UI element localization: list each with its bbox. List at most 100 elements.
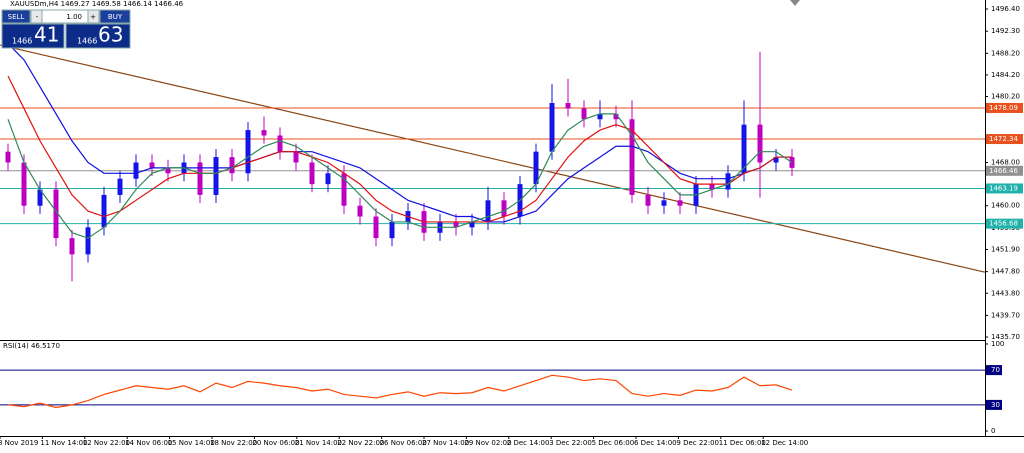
bid-box[interactable] bbox=[1, 23, 65, 49]
x-tick-label: 3 Dec 22:00 bbox=[549, 439, 592, 447]
y-tick-label: 100 bbox=[991, 340, 1004, 348]
ask-small: 63 bbox=[98, 23, 123, 47]
candle-body bbox=[581, 108, 587, 120]
lot-increase[interactable] bbox=[87, 9, 100, 24]
x-tick-label: 8 Nov 2019 bbox=[0, 439, 38, 447]
candle-body bbox=[613, 113, 619, 120]
price-level-label: 1478.09 bbox=[989, 104, 1018, 112]
candle-body bbox=[309, 162, 315, 185]
sell-button[interactable] bbox=[1, 9, 31, 24]
candle-body bbox=[261, 130, 267, 136]
rsi-level-box bbox=[986, 399, 1002, 410]
lot-plus-icon: + bbox=[90, 13, 96, 21]
candle-body bbox=[325, 173, 331, 185]
candle-body bbox=[197, 162, 203, 195]
candle-body bbox=[245, 130, 251, 174]
candle-body bbox=[341, 173, 347, 206]
x-tick-label: 11 Nov 14:00 bbox=[40, 439, 87, 447]
price-level-box bbox=[986, 134, 1023, 145]
moving-average bbox=[7, 75, 792, 223]
x-tick-label: 12 Nov 22:00 bbox=[83, 439, 130, 447]
trend-line bbox=[0, 44, 986, 273]
y-tick-label: 1492.30 bbox=[991, 27, 1020, 35]
y-tick-label: 1443.80 bbox=[991, 289, 1020, 297]
candle-body bbox=[677, 200, 683, 206]
x-tick-label: 27 Nov 14:00 bbox=[422, 439, 469, 447]
x-tick-label: 21 Nov 14:00 bbox=[295, 439, 342, 447]
candle-body bbox=[101, 194, 107, 228]
price-level-box bbox=[986, 165, 1023, 176]
ask-big: 1466 bbox=[77, 37, 97, 46]
x-tick-label: 9 Dec 22:00 bbox=[676, 439, 719, 447]
candle-body bbox=[453, 221, 459, 228]
bid-small: 41 bbox=[34, 23, 59, 47]
x-tick-label: 11 Dec 06:00 bbox=[719, 439, 766, 447]
y-tick-label: 1451.90 bbox=[991, 245, 1020, 253]
price-level-box bbox=[986, 218, 1023, 229]
candle-body bbox=[37, 189, 43, 206]
candle-body bbox=[661, 200, 667, 206]
price-level-label: 1463.19 bbox=[989, 184, 1018, 192]
price-level-box bbox=[986, 183, 1023, 194]
y-tick-label: 1480.20 bbox=[991, 93, 1020, 101]
y-tick-label: 1496.40 bbox=[991, 5, 1020, 13]
y-tick-label: 0 bbox=[991, 427, 995, 435]
x-tick-label: 29 Nov 02:00 bbox=[464, 439, 511, 447]
candle-body bbox=[69, 238, 75, 255]
buy-button[interactable] bbox=[99, 9, 131, 24]
candle-body bbox=[117, 178, 123, 195]
sell-label[interactable]: SELL bbox=[8, 13, 25, 21]
trade-panel: SELL - + 1.00 BUY 1466 41 1466 63 bbox=[1, 9, 131, 49]
candle-body bbox=[133, 162, 139, 179]
symbol-header: XAUUSDm,H4 1469.27 1469.58 1466.14 1466.… bbox=[10, 0, 184, 8]
y-tick-label: 1460.00 bbox=[991, 202, 1020, 210]
candle-body bbox=[469, 221, 475, 228]
y-tick-label: 1439.70 bbox=[991, 311, 1020, 319]
price-level-box bbox=[986, 102, 1023, 113]
x-tick-label: 5 Dec 06:00 bbox=[592, 439, 635, 447]
candle-body bbox=[293, 151, 299, 163]
candle-body bbox=[485, 200, 491, 222]
y-tick-label: 1488.20 bbox=[991, 49, 1020, 57]
lot-minus-icon: - bbox=[36, 13, 39, 21]
bid-big: 1466 bbox=[12, 37, 32, 46]
price-level-label: 1456.68 bbox=[989, 220, 1018, 228]
rsi-line bbox=[7, 374, 793, 409]
y-tick-label: 1435.70 bbox=[991, 333, 1020, 341]
candle-body bbox=[549, 103, 555, 152]
rsi-title: RSI(14) 46.5170 bbox=[3, 342, 60, 350]
candle-body bbox=[21, 162, 27, 206]
x-tick-label: 2 Dec 14:00 bbox=[507, 439, 550, 447]
lot-decrease[interactable] bbox=[30, 9, 43, 24]
y-tick-label: 1484.20 bbox=[991, 71, 1020, 79]
candle-body bbox=[373, 216, 379, 239]
candle-body bbox=[757, 124, 763, 163]
moving-average bbox=[7, 113, 793, 239]
candle-body bbox=[565, 103, 571, 109]
candle-body bbox=[725, 173, 731, 190]
y-tick-label: 1447.80 bbox=[991, 268, 1020, 276]
ask-box[interactable] bbox=[65, 23, 131, 49]
lot-value[interactable]: 1.00 bbox=[66, 13, 82, 21]
candle-body bbox=[645, 194, 651, 206]
candle-body bbox=[213, 157, 219, 195]
candle-body bbox=[741, 124, 747, 174]
x-tick-label: 20 Nov 06:00 bbox=[252, 439, 299, 447]
candle-body bbox=[389, 221, 395, 239]
x-tick-label: 12 Dec 14:00 bbox=[761, 439, 808, 447]
candle-body bbox=[53, 189, 59, 239]
shift-marker bbox=[790, 0, 800, 6]
x-tick-label: 18 Nov 22:00 bbox=[210, 439, 257, 447]
plot-area: 1496.40 1492.30 1488.20 1484.20 1480.20 1468.… bbox=[0, 5, 1023, 447]
candle-body bbox=[85, 227, 91, 255]
price-level-label: 1466.46 bbox=[989, 167, 1018, 175]
x-tick-label: 22 Nov 22:00 bbox=[337, 439, 384, 447]
x-tick-label: 26 Nov 06:00 bbox=[380, 439, 427, 447]
candle-body bbox=[277, 135, 283, 152]
candle-body bbox=[773, 157, 779, 163]
y-tick-label: 1468.00 bbox=[991, 158, 1020, 166]
candle-body bbox=[533, 151, 539, 185]
buy-label[interactable]: BUY bbox=[108, 13, 123, 21]
